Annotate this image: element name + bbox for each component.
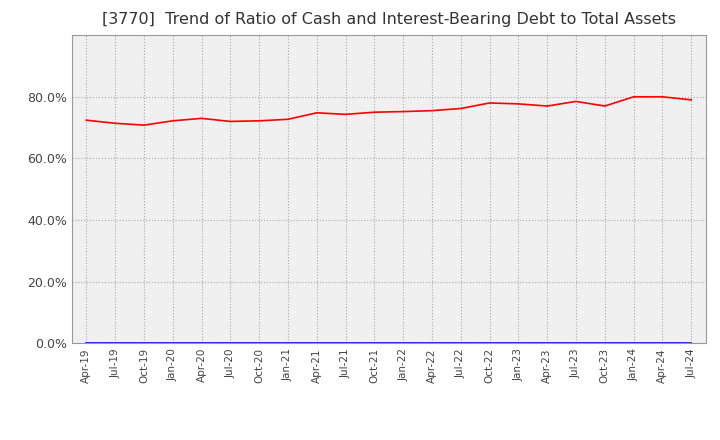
Cash bbox=[572, 99, 580, 104]
Interest-Bearing Debt bbox=[111, 341, 120, 346]
Cash bbox=[284, 117, 292, 122]
Cash bbox=[226, 119, 235, 124]
Interest-Bearing Debt bbox=[658, 341, 667, 346]
Cash bbox=[600, 103, 609, 109]
Cash bbox=[543, 103, 552, 109]
Interest-Bearing Debt bbox=[82, 341, 91, 346]
Interest-Bearing Debt bbox=[543, 341, 552, 346]
Interest-Bearing Debt bbox=[485, 341, 494, 346]
Interest-Bearing Debt bbox=[399, 341, 408, 346]
Interest-Bearing Debt bbox=[428, 341, 436, 346]
Cash bbox=[687, 97, 696, 103]
Cash bbox=[428, 108, 436, 113]
Interest-Bearing Debt bbox=[255, 341, 264, 346]
Cash bbox=[168, 118, 177, 124]
Interest-Bearing Debt bbox=[226, 341, 235, 346]
Cash bbox=[255, 118, 264, 124]
Interest-Bearing Debt bbox=[197, 341, 206, 346]
Interest-Bearing Debt bbox=[456, 341, 465, 346]
Interest-Bearing Debt bbox=[168, 341, 177, 346]
Cash bbox=[82, 117, 91, 123]
Cash bbox=[399, 109, 408, 114]
Interest-Bearing Debt bbox=[514, 341, 523, 346]
Cash bbox=[111, 121, 120, 126]
Cash bbox=[312, 110, 321, 115]
Cash bbox=[485, 100, 494, 106]
Interest-Bearing Debt bbox=[572, 341, 580, 346]
Cash bbox=[341, 112, 350, 117]
Cash bbox=[370, 110, 379, 115]
Interest-Bearing Debt bbox=[370, 341, 379, 346]
Interest-Bearing Debt bbox=[687, 341, 696, 346]
Cash bbox=[197, 116, 206, 121]
Interest-Bearing Debt bbox=[629, 341, 638, 346]
Interest-Bearing Debt bbox=[284, 341, 292, 346]
Title: [3770]  Trend of Ratio of Cash and Interest-Bearing Debt to Total Assets: [3770] Trend of Ratio of Cash and Intere… bbox=[102, 12, 676, 27]
Cash bbox=[140, 122, 148, 128]
Interest-Bearing Debt bbox=[312, 341, 321, 346]
Interest-Bearing Debt bbox=[140, 341, 148, 346]
Cash bbox=[456, 106, 465, 111]
Cash bbox=[629, 94, 638, 99]
Cash bbox=[514, 101, 523, 106]
Interest-Bearing Debt bbox=[600, 341, 609, 346]
Interest-Bearing Debt bbox=[341, 341, 350, 346]
Cash bbox=[658, 94, 667, 99]
Line: Cash: Cash bbox=[86, 97, 691, 125]
